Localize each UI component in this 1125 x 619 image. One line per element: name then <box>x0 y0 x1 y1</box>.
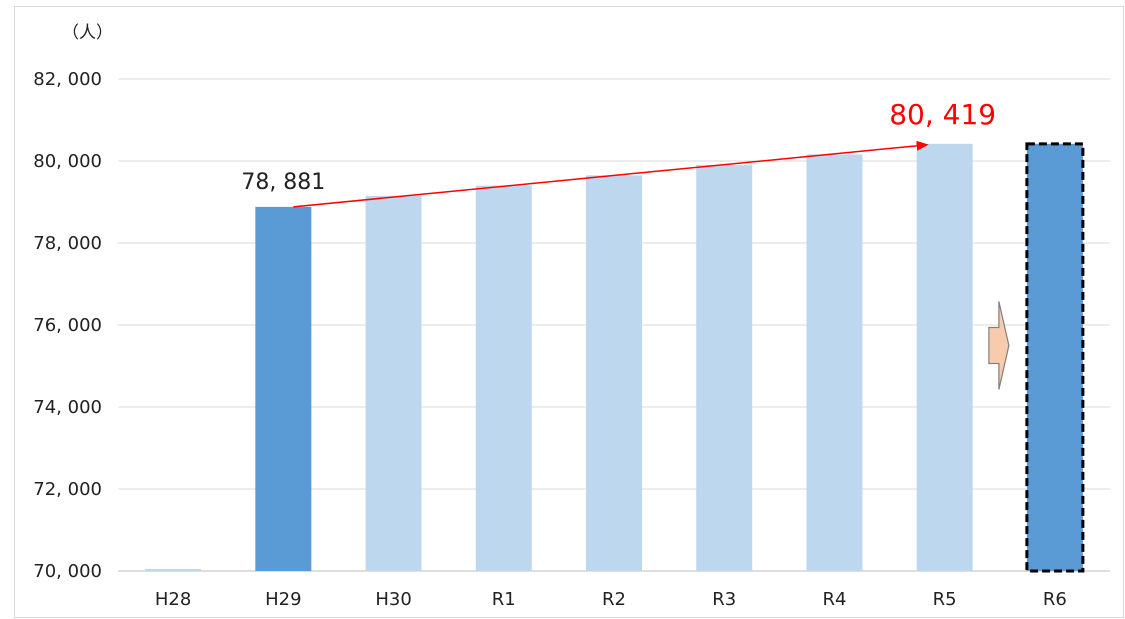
x-tick-label: R5 <box>933 589 957 610</box>
x-tick-label: R4 <box>822 589 846 610</box>
bar <box>806 154 863 571</box>
bar <box>916 143 973 572</box>
bar <box>696 165 753 571</box>
y-tick-label: 74, 000 <box>33 397 102 418</box>
y-tick-label: 82, 000 <box>33 69 102 90</box>
bar <box>1026 143 1083 572</box>
y-tick-label: 80, 000 <box>33 151 102 172</box>
y-tick-label: 70, 000 <box>33 561 102 582</box>
bar <box>586 175 642 571</box>
bar <box>365 195 422 571</box>
x-tick-label: H30 <box>375 589 411 610</box>
x-tick-label: R6 <box>1043 589 1067 610</box>
y-tick-label: 72, 000 <box>33 479 102 500</box>
data-label-end: 80, 419 <box>889 98 996 131</box>
x-tick-label: R1 <box>492 589 516 610</box>
x-tick-label: R3 <box>712 589 736 610</box>
data-label-start: 78, 881 <box>241 170 325 195</box>
bar <box>255 206 312 571</box>
y-tick-label: 76, 000 <box>33 315 102 336</box>
bar <box>145 569 202 571</box>
x-tick-label: R2 <box>602 589 626 610</box>
y-axis-unit: （人） <box>62 23 113 43</box>
x-tick-label: H29 <box>265 589 301 610</box>
block-arrow <box>988 301 1010 390</box>
bar <box>475 185 532 571</box>
y-tick-label: 78, 000 <box>33 233 102 254</box>
projected-bar-outline <box>1025 142 1085 573</box>
x-tick-label: H28 <box>155 589 191 610</box>
trend-arrow <box>293 140 929 208</box>
